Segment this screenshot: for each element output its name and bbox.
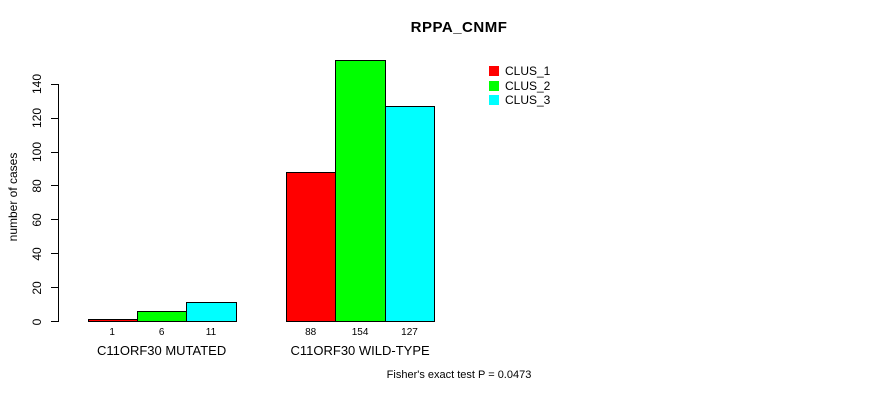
legend-swatch-clus_1 <box>489 66 499 77</box>
legend-swatch-clus_3 <box>489 95 499 106</box>
bar-clus_2-group0 <box>136 310 188 322</box>
y-axis-tick <box>51 185 58 187</box>
legend: CLUS_1 CLUS_2 CLUS_3 <box>489 64 550 108</box>
bar-value-label: 154 <box>351 327 369 338</box>
legend-label: CLUS_2 <box>505 78 551 93</box>
bar-clus_1-group1 <box>286 171 337 322</box>
x-category-label: C11ORF30 WILD-TYPE <box>290 343 430 358</box>
bar-value-label: 127 <box>401 327 418 338</box>
y-axis-tick <box>51 253 58 255</box>
legend-item: CLUS_3 <box>489 93 550 108</box>
y-axis-tick <box>51 287 58 289</box>
bar-value-label: 11 <box>205 327 217 338</box>
bar-value-label: 1 <box>109 327 115 338</box>
y-axis-tick <box>51 83 58 85</box>
legend-swatch-clus_2 <box>489 80 499 91</box>
legend-label: CLUS_3 <box>505 93 551 108</box>
chart-title: RPPA_CNMF <box>410 19 508 36</box>
bar-clus_3-group1 <box>384 105 436 322</box>
annotation-text: Fisher's exact test P = 0.0473 <box>386 369 532 381</box>
y-axis-tick <box>51 117 58 119</box>
bar-value-label: 6 <box>158 327 165 338</box>
legend-item: CLUS_2 <box>489 79 550 94</box>
x-category-label: C11ORF30 MUTATED <box>96 343 227 358</box>
y-axis-tick <box>51 321 58 322</box>
y-axis-tick <box>51 219 58 221</box>
bar-clus_1-group0 <box>87 318 138 322</box>
y-axis-tick <box>51 151 58 153</box>
y-axis-line <box>57 84 59 323</box>
bar-clus_3-group0 <box>186 301 237 322</box>
bar-value-label: 88 <box>305 327 317 338</box>
bar-clus_2-group1 <box>335 59 386 322</box>
legend-label: CLUS_1 <box>505 64 551 79</box>
legend-item: CLUS_1 <box>489 64 550 79</box>
